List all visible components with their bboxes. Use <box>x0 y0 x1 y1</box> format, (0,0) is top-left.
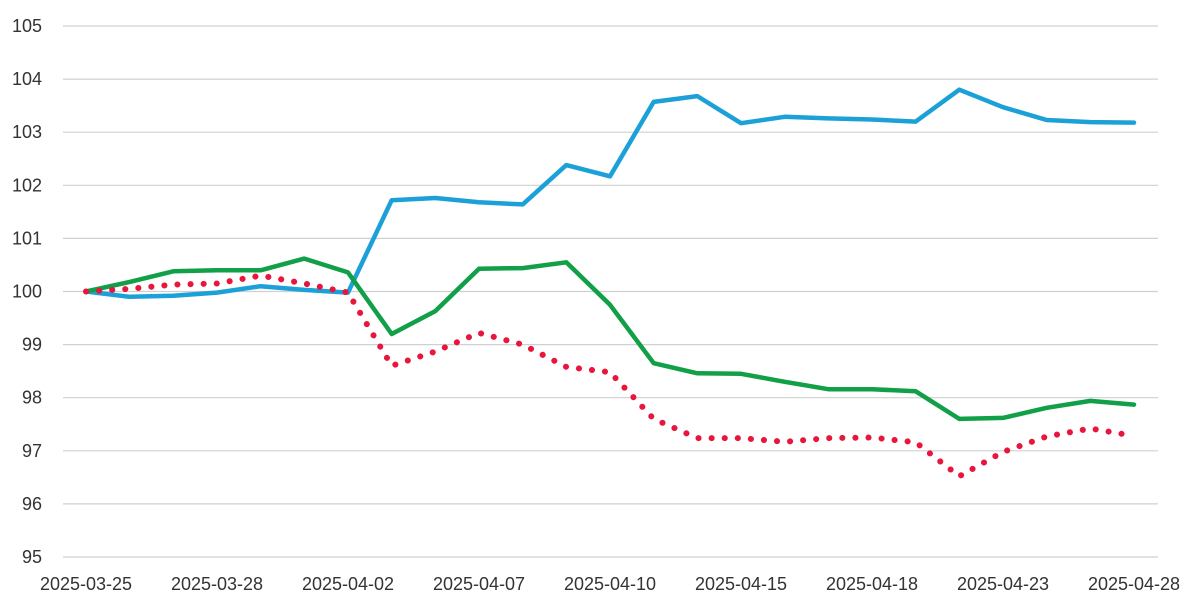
y-tick-label: 100 <box>12 282 42 302</box>
series-lines <box>83 87 1137 480</box>
y-tick-label: 97 <box>22 441 42 461</box>
gridlines <box>63 25 1158 558</box>
series-line-1 <box>83 87 1137 300</box>
y-tick-label: 102 <box>12 175 42 195</box>
series-line-2 <box>83 256 1137 422</box>
y-axis-tick-labels: 95 96 97 98 99 100 101 102 103 104 105 <box>12 16 42 567</box>
y-tick-label: 95 <box>22 547 42 567</box>
y-tick-label: 101 <box>12 228 42 248</box>
x-axis-tick-labels: 2025-03-25 2025-03-28 2025-04-02 2025-04-07… <box>40 574 1180 594</box>
y-tick-label: 104 <box>12 69 42 89</box>
series-line-3 <box>83 272 1137 480</box>
x-tick-label: 2025-04-15 <box>695 574 787 594</box>
x-tick-label: 2025-04-07 <box>433 574 525 594</box>
y-tick-label: 99 <box>22 335 42 355</box>
x-tick-label: 2025-04-28 <box>1088 574 1180 594</box>
y-tick-label: 96 <box>22 494 42 514</box>
x-tick-label: 2025-03-28 <box>171 574 263 594</box>
x-tick-label: 2025-04-02 <box>302 574 394 594</box>
x-tick-label: 2025-04-10 <box>564 574 656 594</box>
x-tick-label: 2025-03-25 <box>40 574 132 594</box>
x-tick-label: 2025-04-18 <box>826 574 918 594</box>
y-tick-label: 105 <box>12 16 42 36</box>
x-tick-label: 2025-04-23 <box>957 574 1049 594</box>
y-tick-label: 103 <box>12 122 42 142</box>
y-tick-label: 98 <box>22 388 42 408</box>
